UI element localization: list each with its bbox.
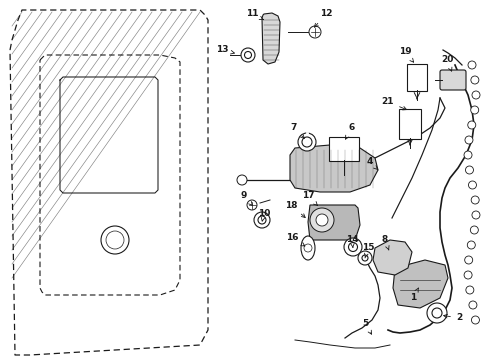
Circle shape [426, 303, 446, 323]
Circle shape [258, 216, 265, 224]
Circle shape [467, 121, 475, 129]
Circle shape [348, 243, 357, 252]
FancyBboxPatch shape [328, 137, 358, 161]
Text: 16: 16 [285, 234, 304, 246]
Text: 21: 21 [381, 98, 406, 110]
Text: 9: 9 [240, 192, 252, 205]
Circle shape [431, 308, 441, 318]
Circle shape [241, 48, 254, 62]
Circle shape [463, 151, 471, 159]
Text: 17: 17 [301, 192, 317, 206]
Circle shape [470, 76, 478, 84]
Circle shape [464, 136, 472, 144]
Circle shape [464, 256, 472, 264]
FancyBboxPatch shape [439, 70, 465, 90]
Circle shape [467, 61, 475, 69]
Circle shape [101, 226, 129, 254]
Polygon shape [392, 260, 447, 308]
FancyBboxPatch shape [398, 109, 420, 139]
Circle shape [244, 51, 251, 58]
Text: 18: 18 [284, 201, 305, 217]
Circle shape [246, 200, 257, 210]
Text: 6: 6 [345, 123, 354, 139]
Circle shape [302, 137, 311, 147]
Polygon shape [372, 240, 411, 275]
Circle shape [361, 255, 367, 261]
Circle shape [463, 271, 471, 279]
Text: 3: 3 [0, 359, 1, 360]
Text: 15: 15 [361, 243, 373, 258]
Circle shape [237, 175, 246, 185]
Circle shape [468, 301, 476, 309]
FancyBboxPatch shape [406, 64, 426, 91]
Polygon shape [262, 13, 280, 64]
Text: 19: 19 [398, 48, 413, 62]
Text: 14: 14 [345, 235, 358, 247]
Circle shape [343, 238, 361, 256]
Circle shape [470, 316, 478, 324]
Circle shape [471, 211, 479, 219]
Circle shape [470, 196, 478, 204]
Text: 20: 20 [440, 55, 452, 71]
Circle shape [470, 106, 478, 114]
Text: 13: 13 [215, 45, 234, 54]
Text: 11: 11 [245, 9, 263, 20]
Circle shape [297, 133, 315, 151]
Polygon shape [307, 205, 359, 240]
Circle shape [357, 251, 371, 265]
Circle shape [309, 208, 333, 232]
Text: 4: 4 [366, 158, 377, 170]
Text: 7: 7 [290, 123, 304, 138]
Circle shape [468, 181, 475, 189]
Ellipse shape [301, 236, 314, 260]
Circle shape [471, 91, 479, 99]
Circle shape [315, 214, 327, 226]
Text: 2: 2 [443, 314, 461, 323]
Text: 1: 1 [409, 288, 418, 302]
Circle shape [308, 26, 320, 38]
Circle shape [304, 244, 311, 252]
Circle shape [106, 231, 124, 249]
Circle shape [467, 241, 474, 249]
Text: 10: 10 [257, 208, 270, 221]
Text: 5: 5 [361, 319, 371, 334]
Circle shape [469, 226, 477, 234]
Circle shape [465, 286, 473, 294]
Text: 12: 12 [314, 9, 331, 27]
Polygon shape [289, 145, 377, 192]
Text: 8: 8 [381, 235, 388, 250]
Circle shape [465, 166, 472, 174]
Circle shape [253, 212, 269, 228]
